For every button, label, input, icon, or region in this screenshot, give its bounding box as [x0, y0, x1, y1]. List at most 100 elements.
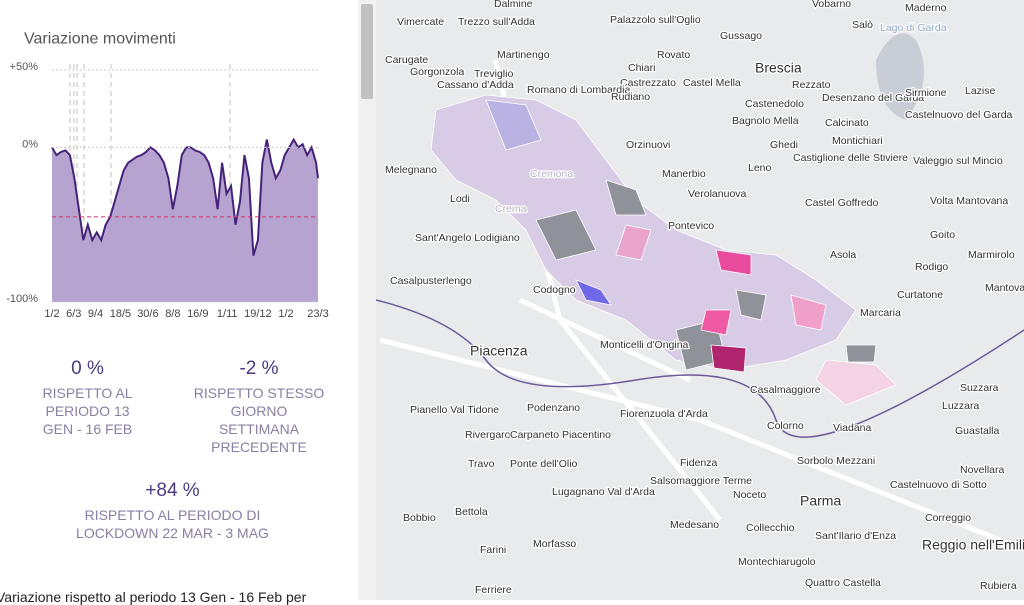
river	[376, 299, 1024, 438]
place-label: Castenedolo	[745, 98, 804, 110]
place-label: Romano di Lombardia	[527, 84, 630, 96]
x-tick-label: 30/6	[137, 308, 158, 320]
place-label: Verolanuova	[688, 188, 747, 200]
stat-value: -2 %	[239, 358, 279, 379]
place-label: Medesano	[670, 519, 719, 531]
lake-label: Lago di Garda	[880, 22, 947, 34]
place-label: Trezzo sull'Adda	[458, 16, 535, 28]
place-label: Asola	[830, 249, 856, 261]
x-tick-label: 6/3	[66, 308, 81, 320]
stat-label: RISPETTO AL PERIODO 13 GEN - 16 FEB	[42, 385, 133, 437]
x-tick-label: 18/5	[110, 308, 131, 320]
place-label: Rovato	[657, 49, 690, 61]
x-tick-label: 1/2	[278, 308, 293, 320]
y-tick-label: +50%	[10, 61, 39, 73]
place-label: Quattro Castella	[805, 577, 881, 589]
place-label: Castel Mella	[683, 77, 741, 89]
place-label: Gussago	[720, 30, 762, 42]
stat-value: 0 %	[71, 358, 104, 379]
place-label: Casalmaggiore	[750, 384, 821, 396]
stat-block: -2 % RISPETTO STESSO GIORNO SETTIMANA PRE…	[190, 358, 328, 456]
place-label: Lugagnano Val d'Arda	[552, 486, 655, 498]
place-label: Carugate	[385, 54, 428, 66]
x-tick-label: 19/12	[244, 308, 272, 320]
place-label: Correggio	[925, 512, 971, 524]
place-label: Rubiera	[980, 580, 1017, 592]
place-label: Ghedi	[770, 139, 798, 151]
line	[51, 137, 319, 256]
place-label: Monticelli d'Ongina	[600, 339, 689, 351]
stat-block: +84 % RISPETTO AL PERIODO DI LOCKDOWN 22 …	[60, 480, 285, 542]
place-label: Crema	[495, 203, 527, 215]
place-label: Marmirolo	[968, 249, 1015, 261]
place-label: Parma	[800, 492, 841, 508]
x-tick-label: 16/9	[187, 308, 208, 320]
place-label: Maderno	[905, 2, 947, 14]
place-label: Cassano d'Adda	[437, 79, 514, 91]
place-label: Collecchio	[746, 522, 795, 534]
footer-text: Variazione rispetto al periodo 13 Gen - …	[0, 589, 307, 605]
place-label: Volta Mantovana	[930, 195, 1008, 207]
place-label: Noceto	[733, 489, 766, 501]
scrollbar[interactable]	[358, 0, 376, 600]
place-label: Manerbio	[662, 168, 706, 180]
place-label: Fidenza	[680, 457, 718, 469]
stat-label: RISPETTO STESSO GIORNO SETTIMANA PRECEDE…	[193, 385, 325, 455]
lake	[876, 33, 924, 121]
place-label: Colorno	[767, 420, 804, 432]
place-label: Valeggio sul Mincio	[913, 155, 1003, 167]
place-label: Curtatone	[897, 289, 943, 301]
side-panel: Variazione movimenti +50% 0% -100% 1/2 6/3 9/…	[0, 0, 358, 605]
place-label: Melegnano	[385, 164, 437, 176]
place-label: Salò	[852, 19, 873, 31]
place-label: Montechiarugolo	[738, 556, 816, 568]
place-label: Palazzolo sull'Oglio	[610, 14, 701, 26]
place-label: Guastalla	[955, 425, 1000, 437]
place-label: Morfasso	[533, 538, 576, 550]
place-label: Codogno	[533, 284, 576, 296]
place-label: Novellara	[960, 464, 1005, 476]
place-label: Marcaria	[860, 307, 901, 319]
place-label: Rudiano	[611, 91, 650, 103]
place-label: Rezzato	[792, 79, 831, 91]
y-tick-label: 0%	[22, 139, 38, 151]
place-label: Goito	[930, 229, 955, 241]
place-label: Viadana	[833, 422, 872, 434]
place-label: Treviglio	[474, 68, 513, 80]
x-tick-label: 23/3	[307, 308, 328, 320]
place-label: Reggio nell'Emilia	[922, 536, 1024, 552]
place-label: Bobbio	[403, 512, 436, 524]
place-label: Martinengo	[497, 49, 550, 61]
scroll-thumb[interactable]	[361, 4, 373, 99]
place-label: Gorgonzola	[410, 66, 464, 78]
place-label: Dalmine	[494, 0, 533, 10]
place-label: Rodigo	[915, 261, 948, 273]
place-label: Desenzano del Garda	[822, 92, 924, 104]
place-label: Brescia	[755, 59, 802, 75]
place-label: Montichiari	[832, 135, 883, 147]
x-tick-label: 1/11	[217, 308, 238, 320]
place-label: Sirmione	[905, 87, 947, 99]
place-label: Cremona	[530, 168, 573, 180]
place-label: Podenzano	[527, 402, 580, 414]
stat-label: RISPETTO AL PERIODO DI LOCKDOWN 22 MAR -…	[76, 507, 269, 541]
place-label: Carpaneto Piacentino	[510, 429, 611, 441]
y-tick-label: -100%	[6, 293, 38, 305]
place-label: Vobarno	[812, 0, 851, 10]
place-label: Bagnolo Mella	[732, 115, 799, 127]
place-label: Castrezzato	[620, 77, 676, 89]
place-label: Ponte dell'Olio	[510, 458, 578, 470]
x-tick-label: 8/8	[165, 308, 180, 320]
regions	[430, 94, 897, 406]
place-label: Chiari	[628, 62, 655, 74]
place-label: Suzzara	[960, 382, 999, 394]
place-label: Farini	[480, 544, 506, 556]
place-label: Sant'Angelo Lodigiano	[415, 232, 520, 244]
place-label: Vimercate	[397, 16, 444, 28]
map[interactable]: Vimercate Trezzo sull'Adda Dalmine Palazzol…	[376, 0, 1024, 600]
place-label: Rivergaro	[465, 429, 511, 441]
x-tick-label: 9/4	[88, 308, 103, 320]
x-tick-label: 1/2	[44, 308, 59, 320]
place-label: Sant'Ilario d'Enza	[815, 530, 896, 542]
